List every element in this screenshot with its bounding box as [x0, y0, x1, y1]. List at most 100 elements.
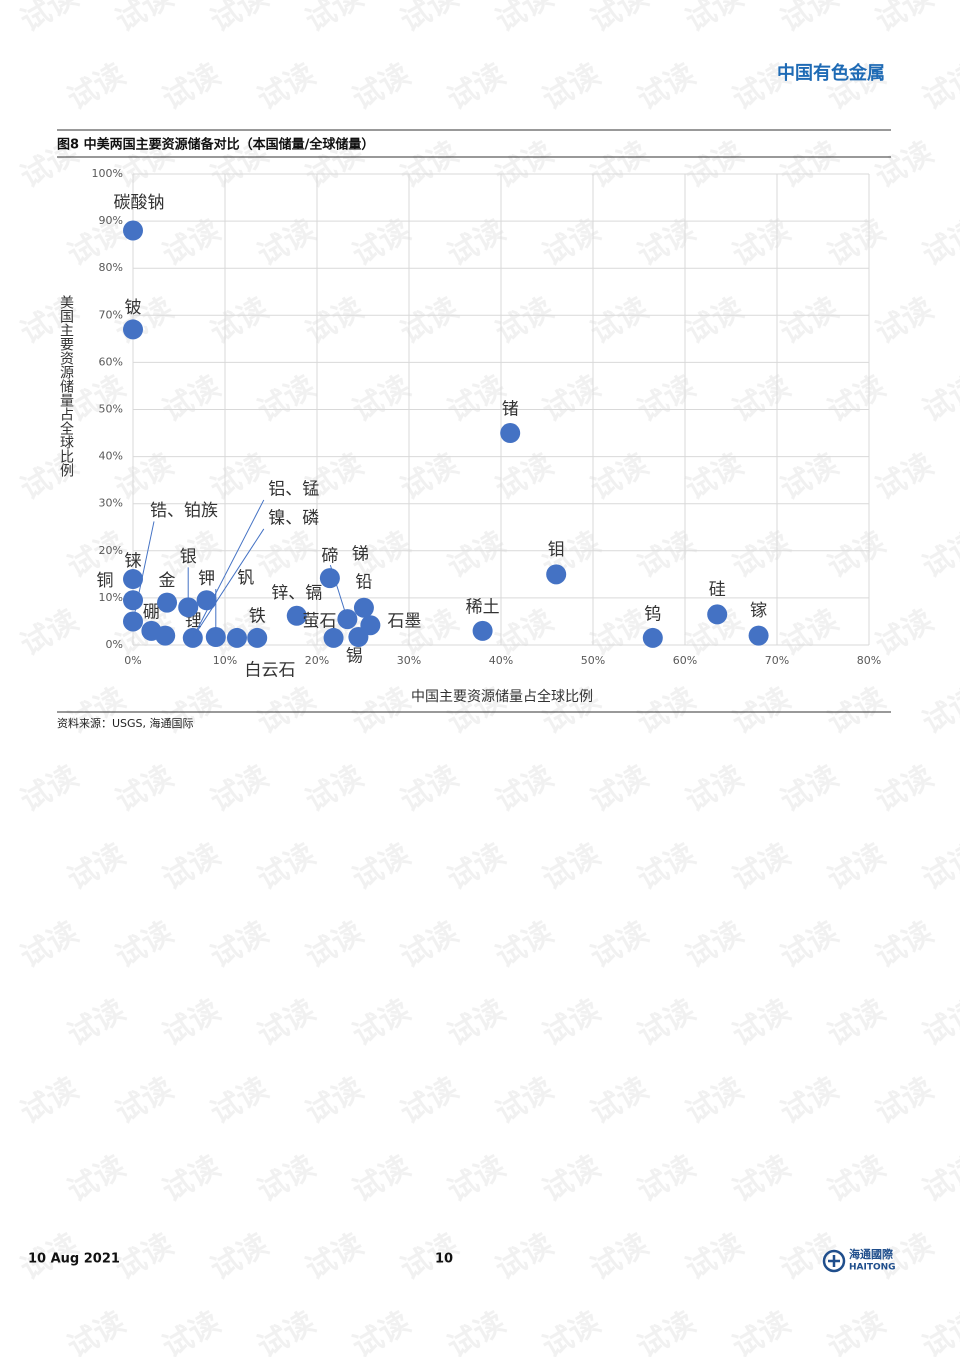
watermark: 试读	[727, 1305, 796, 1357]
watermark: 试读	[15, 0, 84, 39]
watermark: 试读	[917, 837, 960, 897]
watermark: 试读	[62, 993, 131, 1053]
watermark: 试读	[395, 759, 464, 819]
point	[353, 597, 374, 618]
watermark: 试读	[727, 681, 796, 741]
point-label: 稀土	[466, 597, 500, 617]
watermark: 试读	[205, 759, 274, 819]
point	[546, 564, 567, 585]
watermark: 试读	[822, 213, 891, 273]
point-label: 钨	[644, 604, 661, 624]
x-tick-label: 60%	[673, 654, 697, 667]
point	[323, 627, 344, 648]
x-tick-label: 0%	[124, 654, 141, 667]
point-label: 碲	[321, 547, 338, 567]
watermark: 试读	[727, 525, 796, 585]
watermark: 试读	[775, 1071, 844, 1131]
watermark: 试读	[15, 915, 84, 975]
watermark: 试读	[822, 525, 891, 585]
watermark: 试读	[822, 837, 891, 897]
watermark: 试读	[822, 369, 891, 429]
point-label: 铅	[355, 572, 372, 592]
watermark: 试读	[62, 681, 131, 741]
watermark: 试读	[870, 0, 939, 39]
logo-cn: 海通國際	[849, 1247, 894, 1261]
point-label: 铁	[249, 606, 266, 626]
point-label: 锆、铂族	[150, 501, 218, 521]
point-label: 白云石	[244, 660, 295, 680]
watermark: 试读	[585, 1071, 654, 1131]
point	[123, 319, 143, 340]
watermark: 试读	[252, 213, 321, 273]
watermark: 试读	[347, 1305, 416, 1357]
point-label: 锗	[502, 400, 519, 420]
x-tick-label: 80%	[857, 654, 881, 667]
watermark: 试读	[632, 57, 701, 117]
point-label: 银	[180, 547, 197, 567]
watermark: 试读	[490, 291, 559, 351]
point-label: 石墨	[387, 612, 421, 632]
watermark: 试读	[822, 681, 891, 741]
x-axis-title: 中国主要资源储量占全球比例	[411, 688, 593, 705]
watermark: 试读	[537, 213, 606, 273]
watermark: 试读	[917, 1149, 960, 1209]
watermark: 试读	[585, 447, 654, 507]
watermark: 试读	[15, 603, 84, 663]
brand: 中国有色金属	[777, 62, 885, 84]
watermark: 试读	[62, 1305, 131, 1357]
watermark: 试读	[775, 0, 844, 39]
point	[748, 625, 769, 646]
plot: 0% 10% 20% 30% 40% 50% 60% 70% 80% 90% 100% 0% 10% 20…	[92, 167, 882, 680]
watermark: 试读	[395, 135, 464, 195]
y-tick-label: 60%	[99, 355, 123, 368]
watermark: 试读	[205, 1071, 274, 1131]
watermark: 试读	[870, 291, 939, 351]
y-tick-label: 0%	[106, 638, 123, 651]
watermark: 试读	[395, 1227, 464, 1287]
x-tick-label: 30%	[397, 654, 421, 667]
x-tick-label: 10%	[213, 654, 237, 667]
watermark: 试读	[15, 759, 84, 819]
x-tick-label: 40%	[489, 654, 513, 667]
watermark: 试读	[822, 1149, 891, 1209]
point-label: 铼	[125, 552, 142, 572]
x-tick-label: 70%	[765, 654, 789, 667]
watermark: 试读	[395, 447, 464, 507]
watermark: 试读	[537, 837, 606, 897]
watermark: 试读	[252, 1305, 321, 1357]
point-label: 铜	[97, 571, 114, 591]
watermark: 试读	[680, 0, 749, 39]
watermark: 试读	[775, 135, 844, 195]
watermark: 试读	[632, 837, 701, 897]
watermark: 试读	[395, 0, 464, 39]
watermark: 试读	[490, 447, 559, 507]
x-tick-label: 20%	[305, 654, 329, 667]
point	[360, 615, 381, 636]
point	[319, 568, 340, 589]
point	[123, 569, 143, 590]
watermark: 试读	[870, 915, 939, 975]
watermark: 试读	[205, 447, 274, 507]
watermark: 试读	[252, 1149, 321, 1209]
watermark: 试读	[252, 525, 321, 585]
watermark: 试读	[442, 1149, 511, 1209]
watermark: 试读	[917, 525, 960, 585]
figure-title: 图8 中美两国主要资源储备对比（本国储量/全球储量）	[57, 137, 374, 153]
point-label: 钾	[198, 569, 215, 589]
watermark: 试读	[62, 57, 131, 117]
watermark: 试读	[727, 993, 796, 1053]
watermark: 试读	[300, 291, 369, 351]
logo-mark	[828, 1255, 840, 1267]
watermark: 试读	[157, 369, 226, 429]
watermark: 试读	[680, 759, 749, 819]
watermark: 试读	[157, 57, 226, 117]
watermark: 试读	[917, 1305, 960, 1357]
y-tick-label: 90%	[99, 214, 123, 227]
watermark: 试读	[490, 0, 559, 39]
watermark: 试读	[157, 837, 226, 897]
watermark: 试读	[537, 1305, 606, 1357]
watermark: 试读	[347, 213, 416, 273]
watermark: 试读	[490, 759, 559, 819]
point	[247, 627, 268, 648]
